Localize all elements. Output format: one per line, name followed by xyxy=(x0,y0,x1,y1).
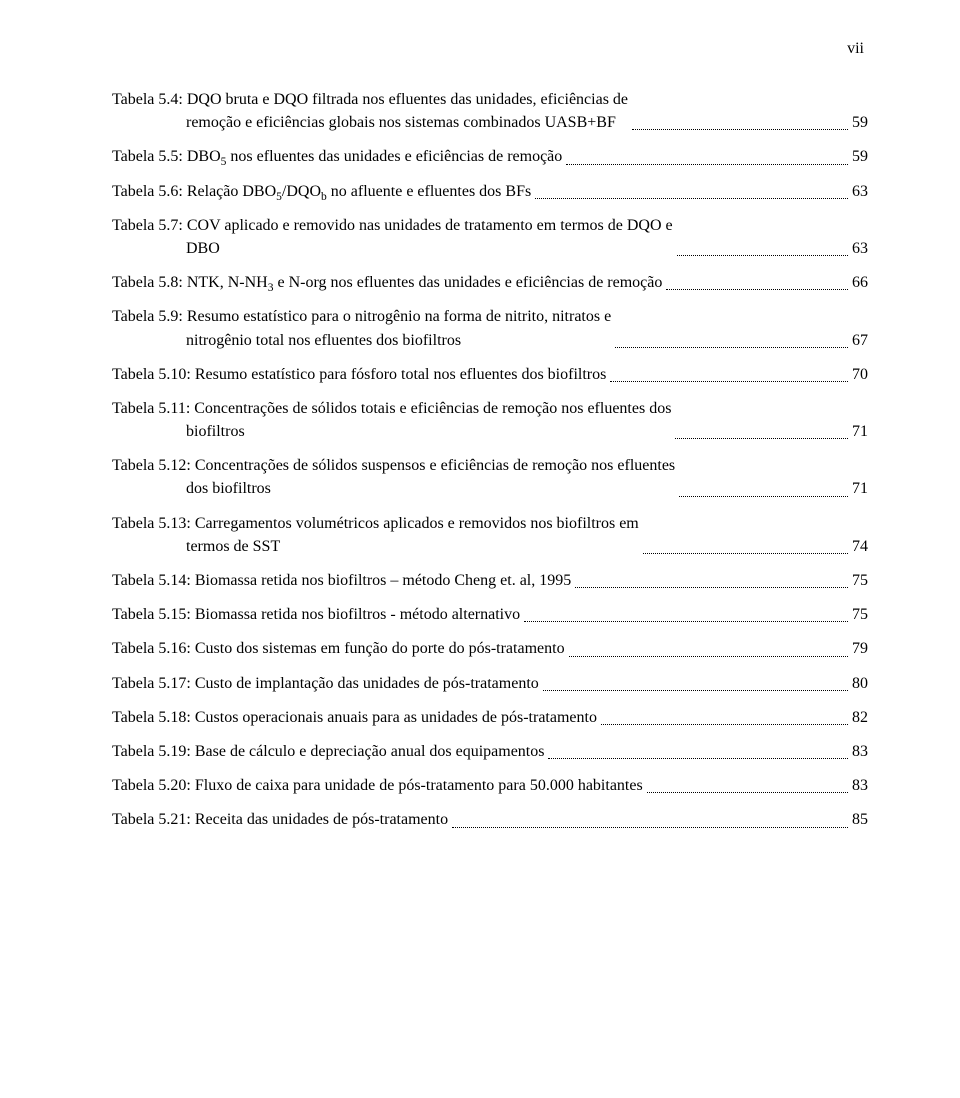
toc-entry-label: Tabela 5.11: Concentrações de sólidos to… xyxy=(112,397,671,443)
toc-entry-label: Tabela 5.18: Custos operacionais anuais … xyxy=(112,706,597,729)
toc-entry-label: Tabela 5.16: Custo dos sistemas em funçã… xyxy=(112,637,565,660)
dot-leader xyxy=(452,827,848,828)
toc-entry: Tabela 5.14: Biomassa retida nos biofilt… xyxy=(112,569,868,592)
dot-leader xyxy=(575,587,848,588)
toc-entry-label: Tabela 5.19: Base de cálculo e depreciaç… xyxy=(112,740,544,763)
toc-entry-page: 75 xyxy=(852,603,868,626)
dot-leader xyxy=(666,289,848,290)
toc-entry-page: 63 xyxy=(852,237,868,260)
toc-entry-page: 79 xyxy=(852,637,868,660)
toc-entry-page: 74 xyxy=(852,535,868,558)
dot-leader xyxy=(615,347,848,348)
toc-entry: Tabela 5.8: NTK, N-NH3 e N-org nos eflue… xyxy=(112,271,868,294)
toc-entry: Tabela 5.11: Concentrações de sólidos to… xyxy=(112,397,868,443)
dot-leader xyxy=(610,381,848,382)
toc-entry-page: 59 xyxy=(852,111,868,134)
dot-leader xyxy=(524,621,848,622)
toc-entry: Tabela 5.4: DQO bruta e DQO filtrada nos… xyxy=(112,88,868,134)
list-of-tables: Tabela 5.4: DQO bruta e DQO filtrada nos… xyxy=(112,88,868,832)
dot-leader xyxy=(535,198,848,199)
toc-entry-label: Tabela 5.12: Concentrações de sólidos su… xyxy=(112,454,675,500)
toc-entry-label: Tabela 5.5: DBO5 nos efluentes das unida… xyxy=(112,145,562,168)
toc-entry-page: 83 xyxy=(852,740,868,763)
toc-entry-page: 82 xyxy=(852,706,868,729)
toc-entry: Tabela 5.17: Custo de implantação das un… xyxy=(112,672,868,695)
toc-entry-label: Tabela 5.15: Biomassa retida nos biofilt… xyxy=(112,603,520,626)
toc-entry-label: Tabela 5.21: Receita das unidades de pós… xyxy=(112,808,448,831)
toc-entry: Tabela 5.21: Receita das unidades de pós… xyxy=(112,808,868,831)
toc-entry-page: 63 xyxy=(852,180,868,203)
dot-leader xyxy=(548,758,848,759)
toc-entry-label: Tabela 5.7: COV aplicado e removido nas … xyxy=(112,214,673,260)
toc-entry-page: 71 xyxy=(852,477,868,500)
toc-entry-label: Tabela 5.10: Resumo estatístico para fós… xyxy=(112,363,606,386)
toc-entry-label: Tabela 5.17: Custo de implantação das un… xyxy=(112,672,539,695)
toc-entry-page: 66 xyxy=(852,271,868,294)
toc-entry: Tabela 5.16: Custo dos sistemas em funçã… xyxy=(112,637,868,660)
dot-leader xyxy=(679,496,848,497)
toc-entry-page: 75 xyxy=(852,569,868,592)
toc-entry-label: Tabela 5.9: Resumo estatístico para o ni… xyxy=(112,305,611,351)
dot-leader xyxy=(675,438,848,439)
toc-entry-label: Tabela 5.4: DQO bruta e DQO filtrada nos… xyxy=(112,88,628,134)
dot-leader xyxy=(543,690,848,691)
toc-entry: Tabela 5.6: Relação DBO5/DQOb no afluent… xyxy=(112,180,868,203)
toc-entry-page: 70 xyxy=(852,363,868,386)
toc-entry: Tabela 5.19: Base de cálculo e depreciaç… xyxy=(112,740,868,763)
toc-entry-label: Tabela 5.8: NTK, N-NH3 e N-org nos eflue… xyxy=(112,271,662,294)
toc-entry-label: Tabela 5.13: Carregamentos volumétricos … xyxy=(112,512,639,558)
toc-entry: Tabela 5.15: Biomassa retida nos biofilt… xyxy=(112,603,868,626)
dot-leader xyxy=(643,553,848,554)
toc-entry: Tabela 5.13: Carregamentos volumétricos … xyxy=(112,512,868,558)
toc-entry: Tabela 5.12: Concentrações de sólidos su… xyxy=(112,454,868,500)
toc-entry-page: 67 xyxy=(852,329,868,352)
toc-entry-label: Tabela 5.14: Biomassa retida nos biofilt… xyxy=(112,569,571,592)
dot-leader xyxy=(677,255,848,256)
dot-leader xyxy=(601,724,848,725)
dot-leader xyxy=(566,164,848,165)
toc-entry: Tabela 5.7: COV aplicado e removido nas … xyxy=(112,214,868,260)
toc-entry: Tabela 5.18: Custos operacionais anuais … xyxy=(112,706,868,729)
toc-entry-page: 59 xyxy=(852,145,868,168)
dot-leader xyxy=(647,792,848,793)
toc-entry: Tabela 5.5: DBO5 nos efluentes das unida… xyxy=(112,145,868,168)
toc-entry-page: 83 xyxy=(852,774,868,797)
page-number: vii xyxy=(847,40,864,58)
dot-leader xyxy=(632,129,848,130)
toc-entry-label: Tabela 5.20: Fluxo de caixa para unidade… xyxy=(112,774,643,797)
toc-entry: Tabela 5.10: Resumo estatístico para fós… xyxy=(112,363,868,386)
toc-entry-page: 85 xyxy=(852,808,868,831)
toc-entry: Tabela 5.9: Resumo estatístico para o ni… xyxy=(112,305,868,351)
dot-leader xyxy=(569,656,848,657)
toc-entry-page: 71 xyxy=(852,420,868,443)
toc-entry-page: 80 xyxy=(852,672,868,695)
toc-entry: Tabela 5.20: Fluxo de caixa para unidade… xyxy=(112,774,868,797)
toc-entry-label: Tabela 5.6: Relação DBO5/DQOb no afluent… xyxy=(112,180,531,203)
